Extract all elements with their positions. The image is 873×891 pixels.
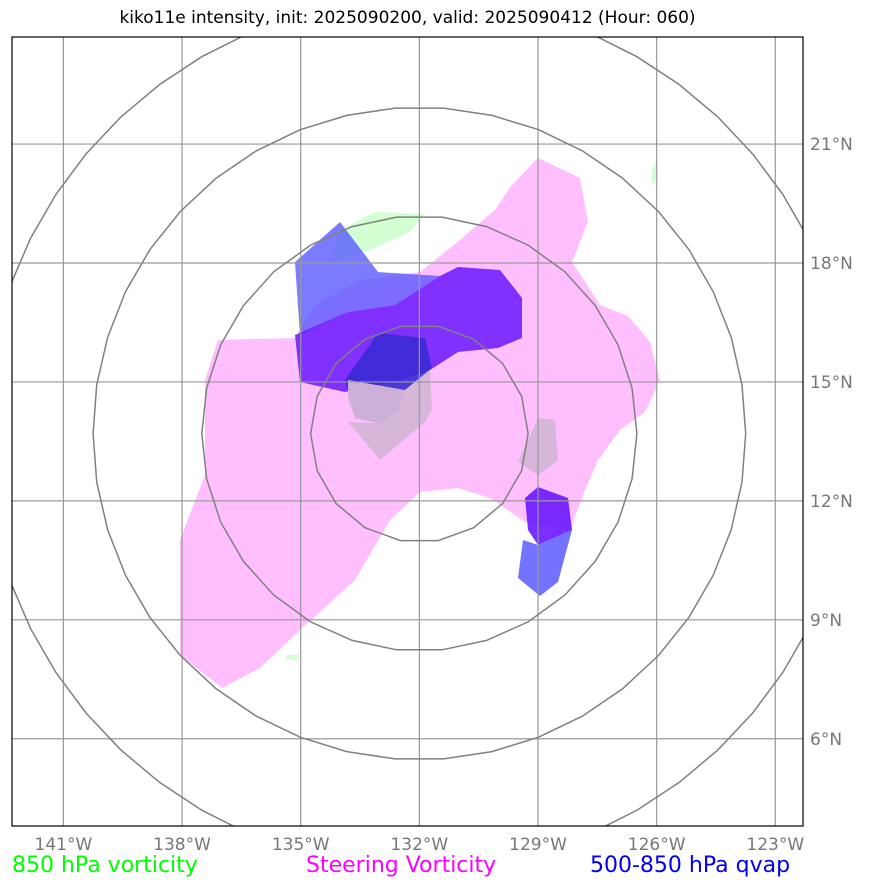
latitude-tick-label: 21°N [810,135,853,155]
longitude-tick-label: 132°W [390,835,448,855]
longitude-tick-label: 135°W [272,835,330,855]
latitude-tick-label: 18°N [810,254,853,274]
latitude-tick-label: 15°N [810,373,853,393]
qvap-patch-north [295,222,440,335]
legend-qvap: 500-850 hPa qvap [590,853,791,878]
vorticity-850-patch-south [286,655,300,660]
longitude-tick-label: 141°W [35,835,93,855]
range-ring [201,216,638,651]
range-ring [309,325,529,542]
longitude-axis: 141°W 138°W 135°W 132°W 129°W 126°W 123°W [35,835,805,855]
range-ring [92,107,747,760]
overlap-patch-center [348,380,405,423]
latitude-tick-label: 9°N [810,611,842,631]
longitude-tick-label: 123°W [746,835,804,855]
chart-title: kiko11e intensity, init: 2025090200, val… [119,8,696,28]
map-frame [11,36,804,827]
qvap-patch-strong [295,267,522,392]
qvap-patch-southeast-lower [518,530,572,596]
qvap-patch-southeast-upper [525,487,572,545]
graticule [12,37,803,826]
longitude-tick-label: 126°W [628,835,686,855]
latitude-tick-label: 12°N [810,492,853,512]
longitude-tick-label: 129°W [509,835,567,855]
overlap-patch-center-lower [348,370,432,460]
latitude-axis: 21°N 18°N 15°N 12°N 9°N 6°N [810,135,853,750]
longitude-tick-label: 138°W [153,835,211,855]
latitude-tick-label: 6°N [810,730,842,750]
legend-850-vorticity: 850 hPa vorticity [12,853,198,878]
range-ring [12,37,803,826]
range-rings [12,37,803,826]
legend-steering-vorticity: Steering Vorticity [306,853,497,878]
